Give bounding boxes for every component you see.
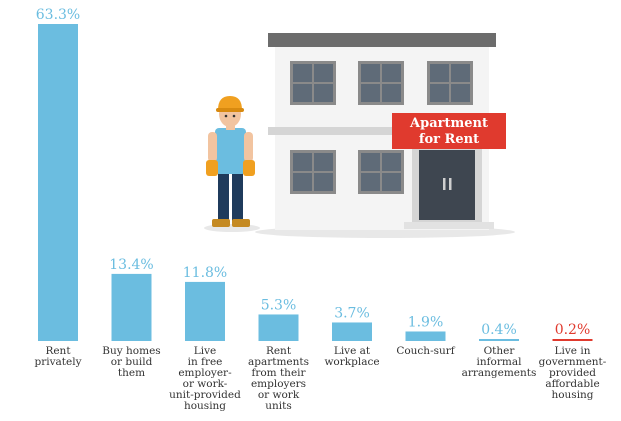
bar-6 [405,331,446,341]
value-label-3: 11.8% [183,265,227,281]
apartment-for-rent-sign: Apartment for Rent [392,113,506,149]
category-label-3: Live in free employer-or work-unit-provide… [169,345,241,412]
sign-line-2: for Rent [419,132,479,147]
bar-2 [111,273,152,341]
category-label-2: Buy homes or build them [102,345,160,379]
category-label-1: Rent privately [34,345,81,368]
bar-8 [552,339,593,341]
category-label-8: Live in government-provided affordable hous… [539,345,607,401]
category-label-6: Couch-surf [396,345,455,357]
value-label-2: 13.4% [109,257,153,273]
bar-1 [38,24,78,341]
bar-4 [258,314,299,341]
bar-5 [332,322,372,341]
value-label-5: 3.7% [334,305,370,321]
category-label-5: Live at workplace [324,345,379,368]
value-label-4: 5.3% [261,297,297,313]
sign-line-1: Apartment [409,116,488,131]
value-label-7: 0.4% [481,322,517,338]
bar-7 [479,338,519,341]
value-label-6: 1.9% [408,314,444,330]
value-label-1: 63.3% [36,7,80,23]
category-label-7: Other informal arrangements [462,345,537,379]
category-label-4: Rent apartments from their employers or work… [248,345,309,412]
worker-figure-icon [204,96,260,232]
apartment-building-icon [255,33,515,238]
bar-3 [185,281,225,341]
value-label-8: 0.2% [555,322,591,338]
